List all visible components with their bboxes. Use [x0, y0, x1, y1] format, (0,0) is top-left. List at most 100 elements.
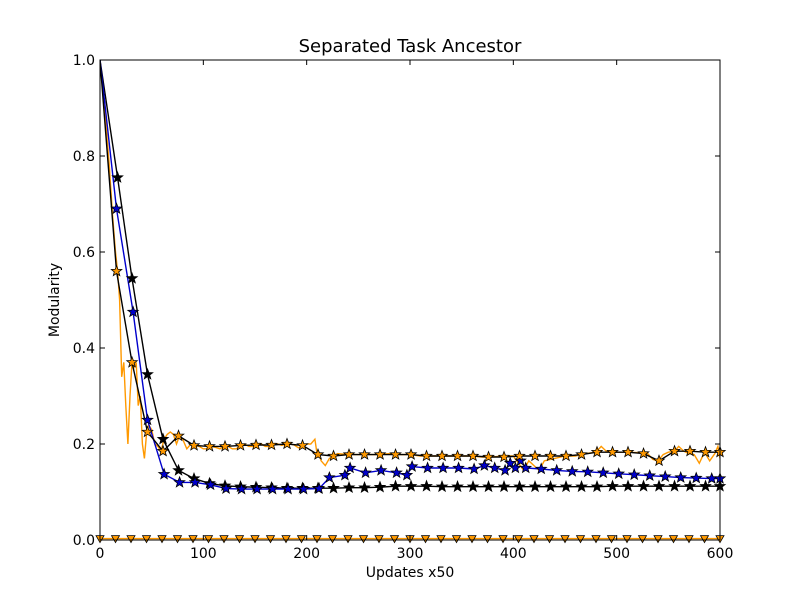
series-1-point: [404, 479, 418, 492]
series-3-point: [466, 449, 480, 462]
series-1-point: [373, 480, 387, 493]
series-0-point: [482, 535, 493, 544]
series-0-point: [219, 535, 229, 544]
series-2-point: [436, 461, 450, 474]
series-0-point: [327, 535, 338, 544]
y-tick-label: 0.0: [73, 533, 95, 549]
x-tick-label: 500: [603, 546, 630, 562]
series-1-point: [544, 480, 557, 493]
series-2-point: [478, 458, 491, 471]
series-1-point: [621, 479, 635, 492]
series-0-point: [250, 535, 260, 544]
plot-area: 0 100 200 300 400 500 600 0.0 0.2 0.4 0.6 0.8 1.0: [73, 53, 734, 562]
series-0-point: [575, 535, 586, 544]
series-2-point: [219, 481, 233, 495]
series-1-point: [590, 480, 604, 493]
series-2-point: [658, 469, 672, 483]
series-3-point: [652, 454, 666, 467]
series-3-point: [420, 449, 433, 462]
series-1-point: [111, 170, 124, 183]
series-3-point: [249, 438, 263, 451]
y-tick-label: 0.8: [73, 149, 95, 165]
series-3-point: [528, 449, 542, 462]
series-0-point: [436, 535, 446, 544]
series-0-point: [606, 535, 617, 544]
series-3-point: [125, 355, 139, 368]
series-0-point: [281, 535, 291, 544]
series-3-point: [559, 449, 573, 462]
x-tick-label: 200: [293, 546, 320, 562]
series-3-point: [342, 447, 356, 460]
series-0-point: [374, 535, 384, 544]
series-1-point: [435, 480, 449, 493]
series-0-point: [126, 535, 136, 544]
series-3-point: [621, 445, 635, 458]
series-1-point: [125, 271, 139, 284]
series-2-point: [188, 475, 202, 488]
series-1-point: [575, 480, 588, 493]
series-2-point: [689, 471, 703, 484]
x-tick-label: 400: [500, 546, 527, 562]
series-3-point: [218, 439, 232, 452]
series-2-point: [612, 467, 626, 480]
series-1-point: [528, 480, 542, 493]
series-1-point: [420, 479, 433, 492]
series-0-point: [265, 535, 276, 544]
series-0-point: [591, 535, 601, 544]
x-tick-label: 100: [190, 546, 217, 562]
series-2-point: [173, 475, 186, 488]
series-1-point: [451, 480, 464, 493]
series-1-point: [513, 480, 526, 493]
series-1-point: [699, 479, 712, 492]
series-0-point: [110, 535, 121, 544]
series-2-point: [400, 468, 414, 481]
series-3-point: [187, 438, 201, 451]
series-3-point: [358, 447, 371, 460]
series-3-point: [265, 438, 278, 451]
series-3-point: [110, 264, 123, 277]
series-0-point: [141, 535, 152, 544]
series-2-point: [312, 481, 326, 495]
series-2-point: [281, 482, 295, 495]
series-2-point: [359, 466, 372, 479]
x-tick-label: 600: [707, 546, 734, 562]
series-0-point: [699, 535, 710, 544]
series-2-point: [509, 461, 522, 474]
series-0-point: [358, 535, 369, 544]
series-3-point: [637, 446, 650, 459]
series-3-point: [404, 447, 418, 460]
series-2-point: [157, 467, 171, 480]
series-3-point: [373, 447, 387, 460]
series-2-point: [204, 478, 217, 491]
series-3-point: [327, 449, 340, 462]
series-1-point: [652, 479, 666, 492]
y-tick-label: 1.0: [73, 53, 95, 69]
series-0-point: [172, 535, 183, 544]
series-1-point: [683, 479, 697, 492]
series-2-point: [627, 468, 641, 481]
series-3-point: [172, 429, 185, 442]
y-axis-title: Modularity: [47, 263, 63, 337]
series-2-point: [266, 482, 279, 495]
series-2-point: [503, 456, 517, 469]
series-2-point: [110, 202, 123, 215]
series-3-point: [234, 438, 247, 451]
series-1-point: [342, 481, 356, 494]
series-1-point: [606, 479, 619, 492]
series-0-point: [389, 535, 400, 544]
series-3-point: [497, 450, 511, 463]
series-2-point: [297, 482, 310, 495]
series-3-point: [435, 449, 449, 462]
series-3-point: [606, 445, 619, 458]
series-0-point: [513, 535, 524, 544]
series-2-point: [534, 462, 548, 475]
y-tick-label: 0.6: [73, 245, 95, 261]
series-2-point: [674, 470, 688, 483]
series-3-point: [544, 449, 557, 462]
series-2-point: [235, 482, 248, 495]
series-1-point: [637, 479, 650, 492]
series-3-point: [389, 447, 402, 460]
series-0-point: [234, 535, 245, 544]
x-tick-label: 300: [397, 546, 424, 562]
